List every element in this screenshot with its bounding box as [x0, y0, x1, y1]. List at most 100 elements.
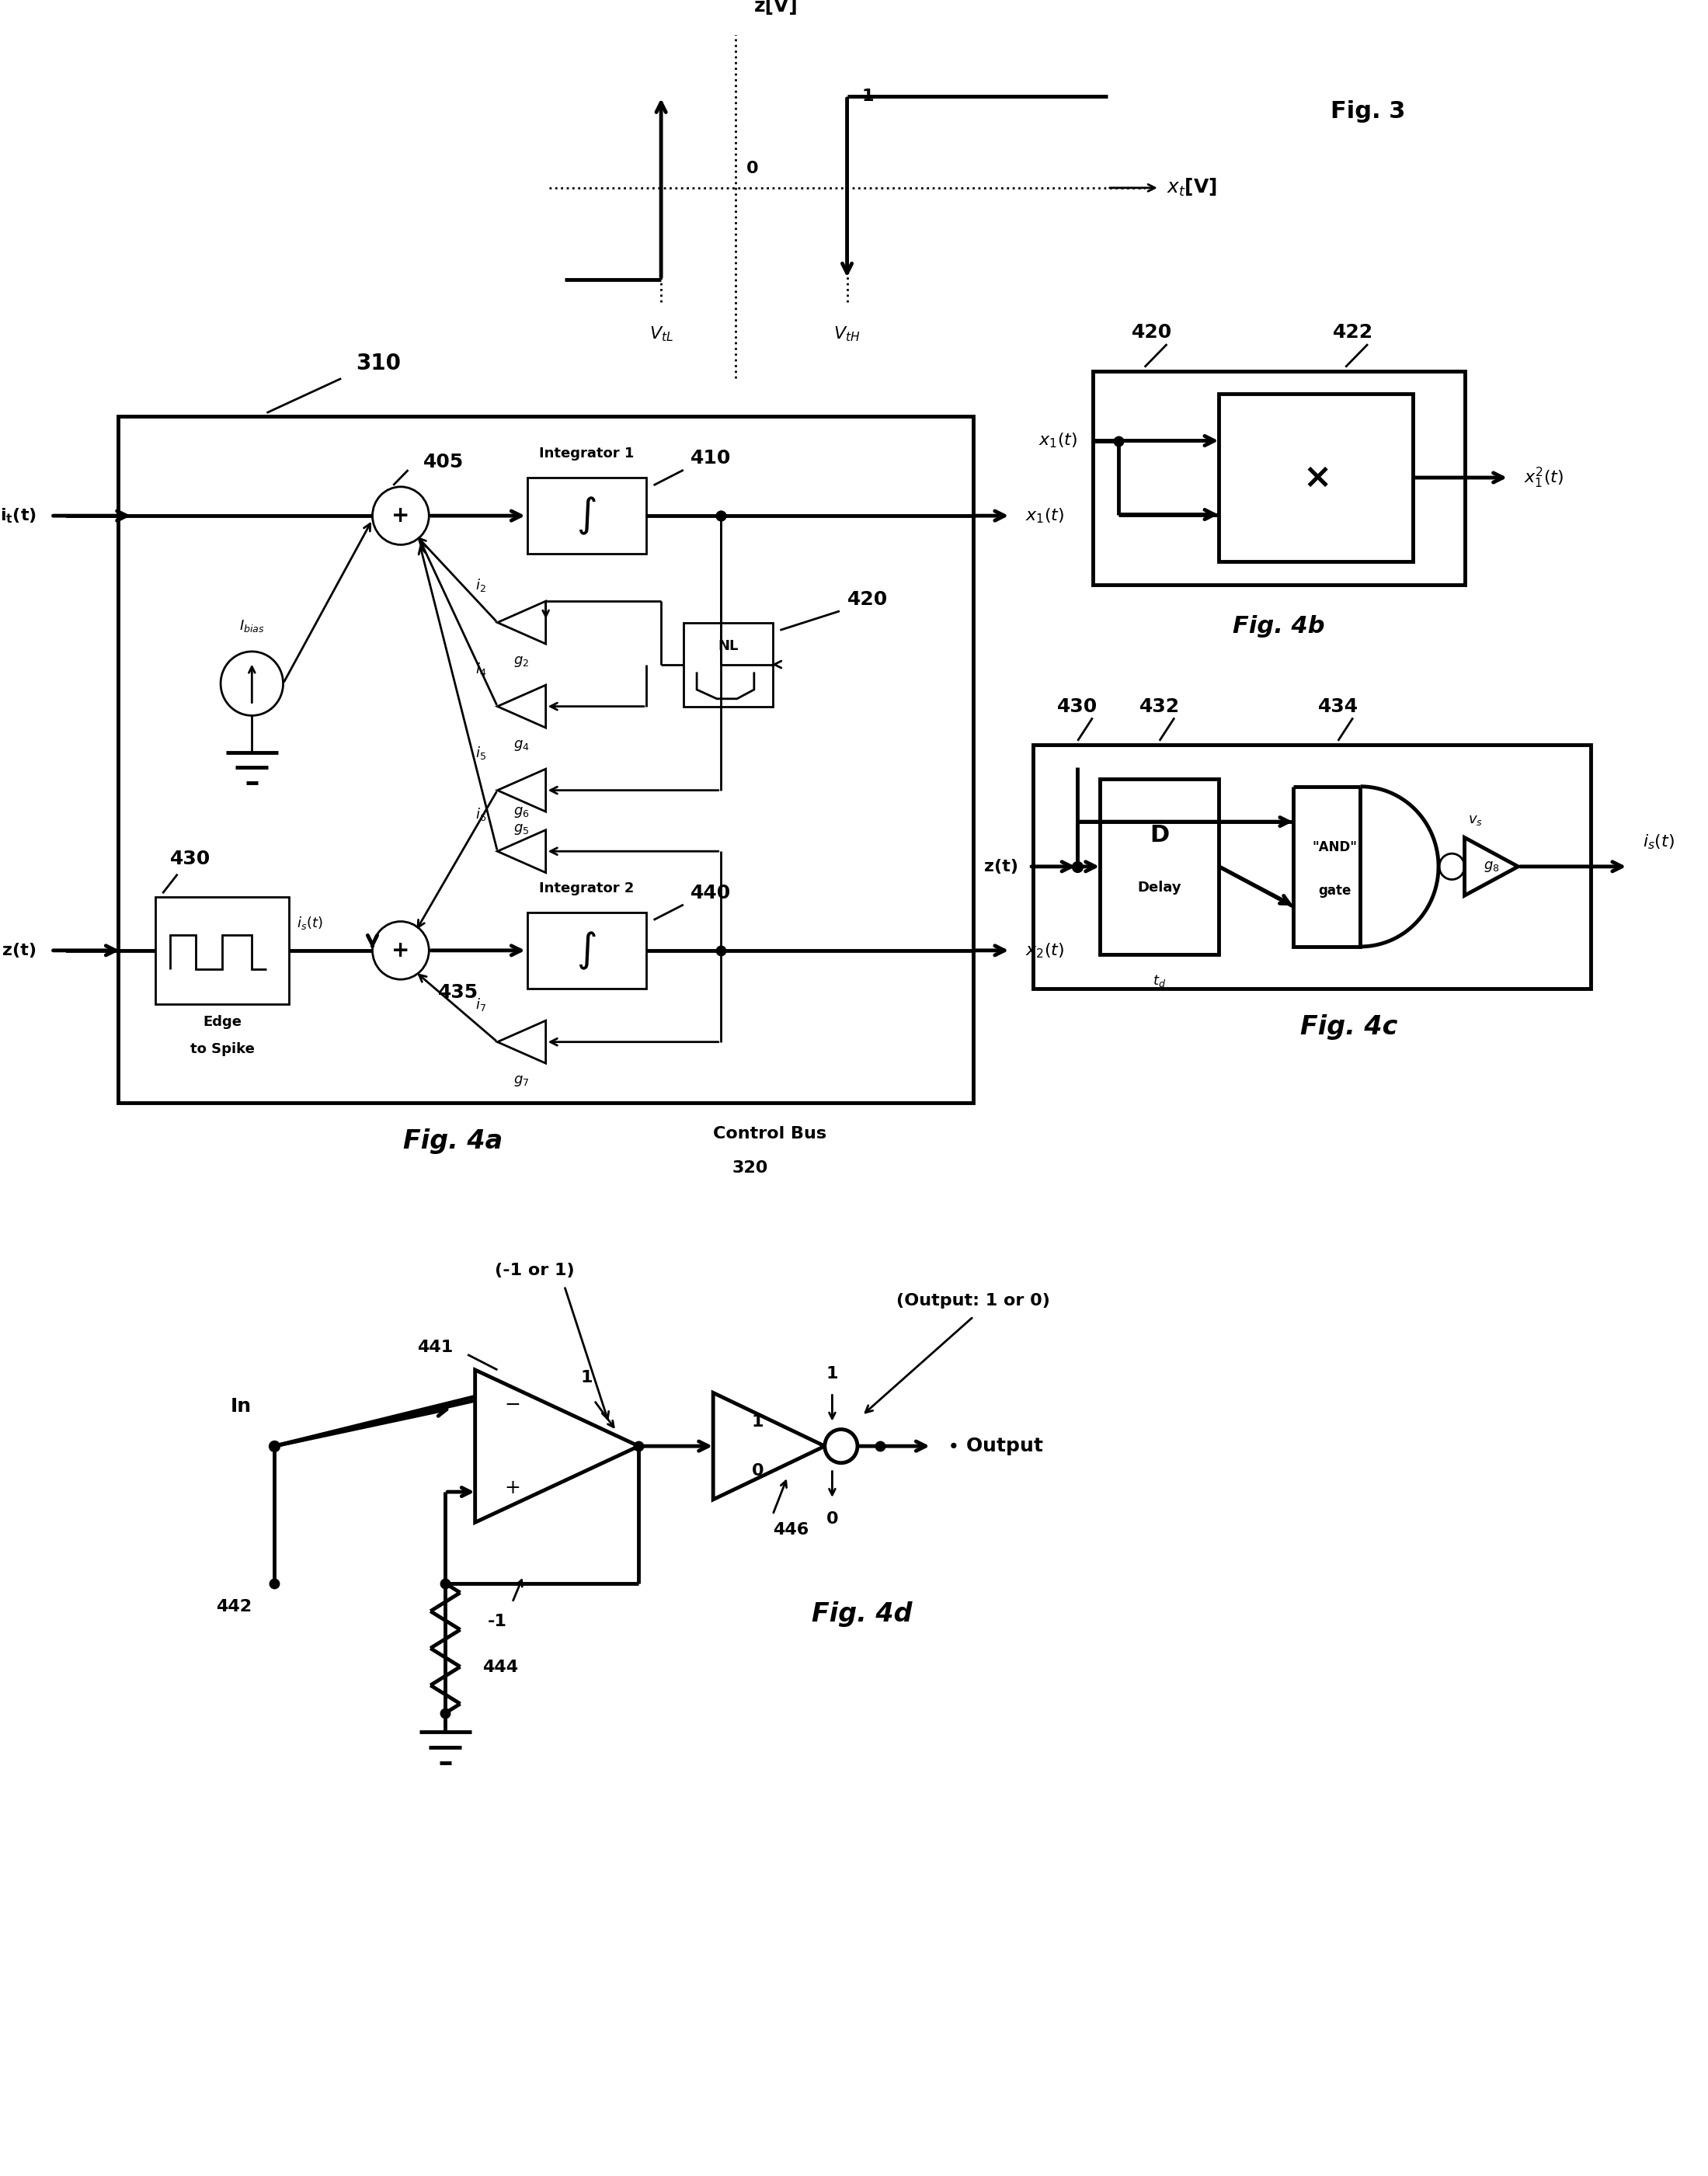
- Text: 430: 430: [1057, 696, 1098, 716]
- Polygon shape: [497, 829, 547, 873]
- Text: $g_4$: $g_4$: [512, 738, 529, 753]
- Text: Control Bus: Control Bus: [714, 1125, 827, 1140]
- Text: $g_5$: $g_5$: [514, 823, 529, 836]
- Text: $v_s$: $v_s$: [1469, 814, 1483, 827]
- Text: $g_2$: $g_2$: [514, 655, 529, 668]
- Text: 422: 422: [1332, 324, 1373, 342]
- Text: D: D: [1149, 825, 1170, 846]
- Text: z(t): z(t): [984, 860, 1018, 875]
- Circle shape: [372, 920, 429, 979]
- Text: 434: 434: [1319, 696, 1358, 716]
- Text: Fig. 4c: Fig. 4c: [1300, 1014, 1397, 1040]
- Text: $\mathbf{i_t(t)}$: $\mathbf{i_t(t)}$: [0, 507, 36, 524]
- Text: 1: 1: [863, 89, 874, 104]
- Text: 430: 430: [171, 849, 210, 868]
- Text: 441: 441: [417, 1338, 453, 1356]
- Bar: [1033, 744, 1592, 988]
- Text: $i_4$: $i_4$: [475, 662, 487, 677]
- Polygon shape: [497, 601, 547, 644]
- Text: 0: 0: [746, 161, 758, 176]
- Text: NL: NL: [717, 640, 738, 653]
- Text: $i_s(t)$: $i_s(t)$: [297, 916, 323, 931]
- Text: $i_5$: $i_5$: [475, 744, 487, 762]
- Text: gate: gate: [1319, 883, 1351, 897]
- Text: Integrator 2: Integrator 2: [540, 881, 634, 897]
- Text: +: +: [391, 940, 410, 962]
- Text: $\mathbf{\times}$: $\mathbf{\times}$: [1303, 461, 1329, 494]
- Text: $g_7$: $g_7$: [514, 1075, 529, 1088]
- Text: 444: 444: [483, 1660, 518, 1676]
- Bar: [118, 416, 974, 1103]
- Text: 320: 320: [733, 1160, 769, 1175]
- Text: $\bullet$ Output: $\bullet$ Output: [946, 1436, 1044, 1456]
- Polygon shape: [497, 1021, 547, 1064]
- Text: $-$: $-$: [504, 1395, 521, 1414]
- Circle shape: [1440, 853, 1464, 879]
- Bar: [528, 912, 646, 988]
- Bar: [1093, 370, 1464, 585]
- Text: 442: 442: [217, 1599, 251, 1615]
- Text: z(t): z(t): [2, 942, 36, 957]
- Text: $x_1(t)$: $x_1(t)$: [1038, 431, 1078, 450]
- Circle shape: [372, 487, 429, 544]
- Text: 1: 1: [752, 1414, 763, 1430]
- Text: 432: 432: [1139, 696, 1180, 716]
- Text: $V_{tL}$: $V_{tL}$: [649, 324, 673, 344]
- Bar: [683, 622, 772, 707]
- Polygon shape: [497, 685, 547, 727]
- Bar: [1220, 394, 1413, 561]
- Text: 0: 0: [752, 1462, 763, 1478]
- Text: $\int$: $\int$: [577, 929, 596, 970]
- Text: 420: 420: [847, 590, 888, 609]
- Text: 0: 0: [827, 1510, 839, 1528]
- Polygon shape: [1464, 838, 1518, 897]
- Polygon shape: [497, 768, 547, 812]
- Text: -1: -1: [488, 1615, 507, 1630]
- Text: In: In: [231, 1397, 251, 1417]
- Text: (Output: 1 or 0): (Output: 1 or 0): [897, 1293, 1050, 1308]
- Text: Integrator 1: Integrator 1: [540, 446, 634, 461]
- Text: Fig. 3: Fig. 3: [1331, 100, 1406, 122]
- Text: $x_1(t)$: $x_1(t)$: [1025, 507, 1064, 524]
- Text: $x_2(t)$: $x_2(t)$: [1025, 942, 1064, 960]
- Text: 1: 1: [827, 1367, 839, 1382]
- Text: 310: 310: [355, 353, 401, 374]
- Polygon shape: [714, 1393, 825, 1499]
- Text: z[V]: z[V]: [753, 0, 798, 15]
- Text: $g_8$: $g_8$: [1483, 860, 1500, 873]
- Text: $x_t$[V]: $x_t$[V]: [1167, 176, 1218, 198]
- Bar: [1100, 779, 1220, 955]
- Text: $i_7$: $i_7$: [475, 997, 487, 1014]
- Polygon shape: [475, 1371, 639, 1523]
- Text: $i_6$: $i_6$: [475, 805, 487, 823]
- Text: 420: 420: [1132, 324, 1172, 342]
- Text: 405: 405: [424, 453, 463, 472]
- Circle shape: [825, 1430, 857, 1462]
- Text: +: +: [391, 505, 410, 527]
- Text: Fig. 4d: Fig. 4d: [811, 1602, 912, 1628]
- Text: 435: 435: [437, 984, 478, 1001]
- Text: Fig. 4b: Fig. 4b: [1233, 616, 1325, 638]
- Text: $i_s(t)$: $i_s(t)$: [1643, 833, 1676, 851]
- Text: to Spike: to Spike: [190, 1042, 254, 1055]
- Text: $t_d$: $t_d$: [1153, 973, 1167, 988]
- Bar: [155, 897, 289, 1003]
- Text: $\int$: $\int$: [577, 494, 596, 537]
- Bar: [528, 477, 646, 555]
- Text: 410: 410: [690, 448, 731, 468]
- Text: Fig. 4a: Fig. 4a: [403, 1129, 502, 1153]
- Text: 446: 446: [772, 1523, 808, 1538]
- Text: Delay: Delay: [1138, 881, 1182, 894]
- Text: $V_{tH}$: $V_{tH}$: [834, 324, 861, 344]
- Text: $g_6$: $g_6$: [512, 805, 529, 820]
- Text: $I_{bias}$: $I_{bias}$: [239, 618, 265, 633]
- Text: (-1 or 1): (-1 or 1): [495, 1262, 574, 1277]
- Text: 1: 1: [581, 1369, 593, 1386]
- Circle shape: [220, 651, 284, 716]
- Text: $i_2$: $i_2$: [475, 577, 487, 594]
- Text: Edge: Edge: [203, 1016, 241, 1029]
- Text: 440: 440: [690, 883, 731, 903]
- Text: $+$: $+$: [504, 1480, 521, 1497]
- Text: $x_1^2(t)$: $x_1^2(t)$: [1524, 466, 1565, 490]
- Text: "AND": "AND": [1312, 840, 1356, 855]
